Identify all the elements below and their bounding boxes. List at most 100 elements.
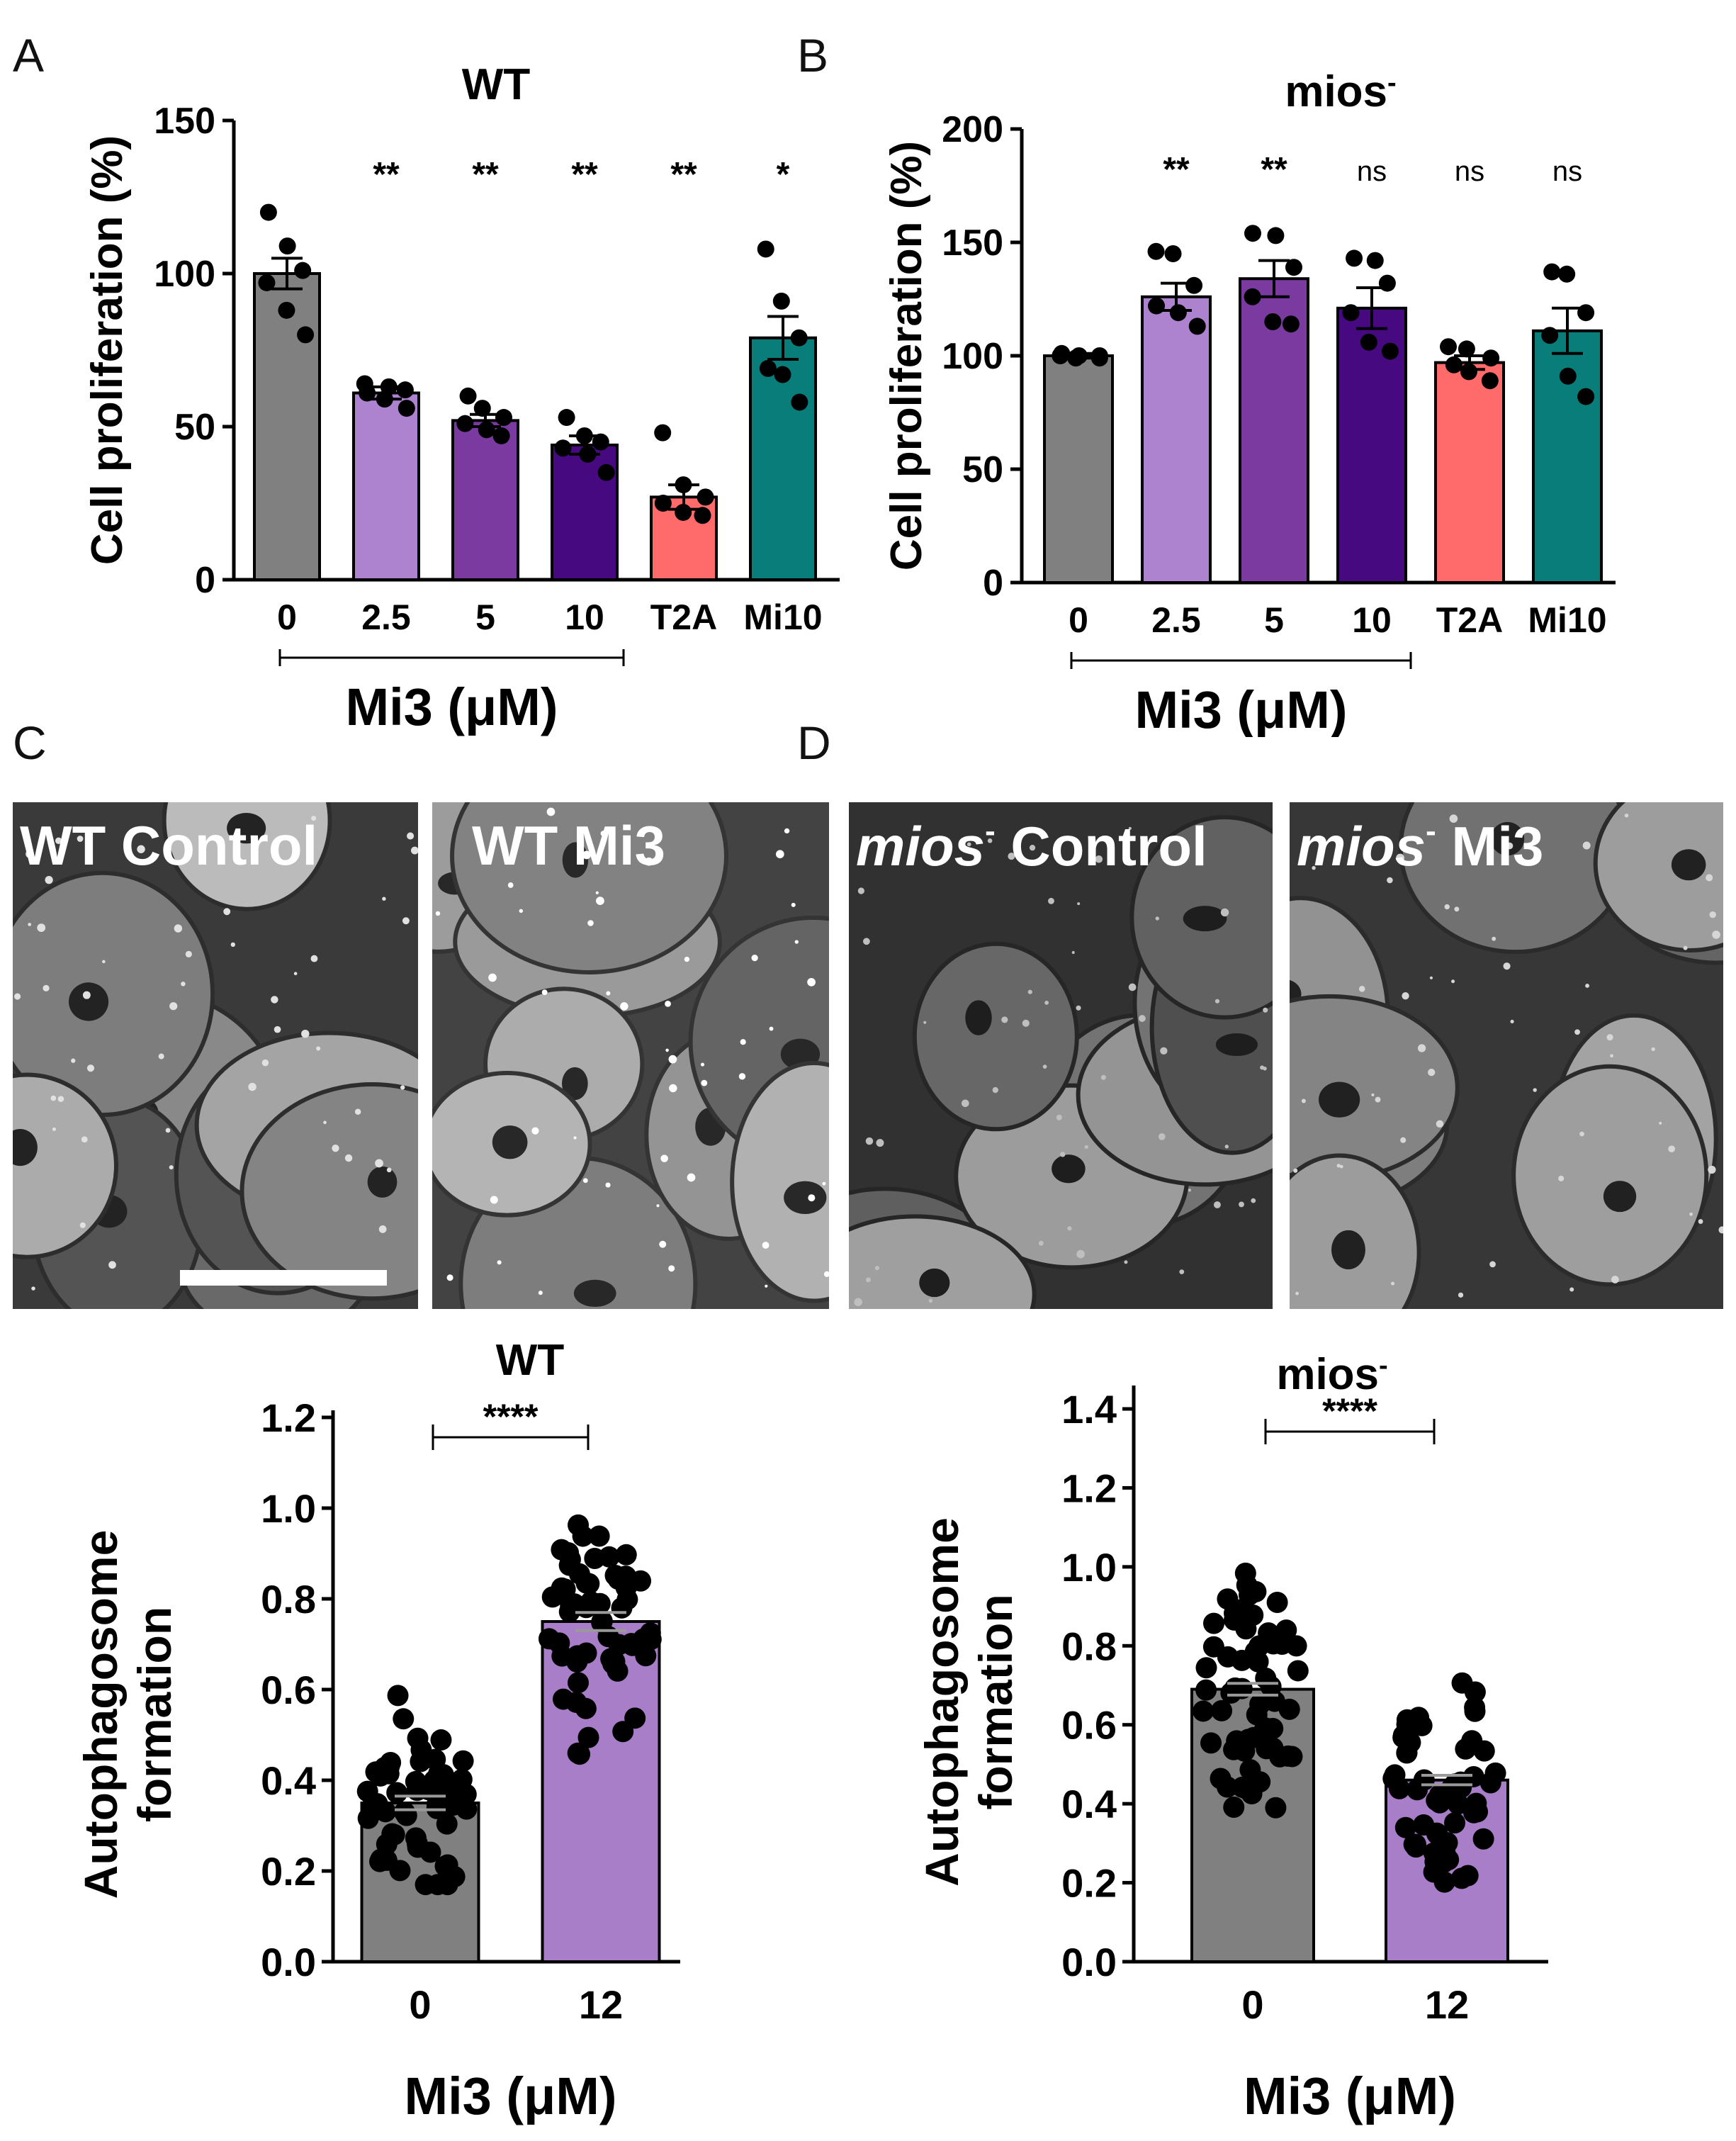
y-tick-label: 1.4 <box>1061 1387 1117 1432</box>
puncta <box>866 1277 871 1283</box>
data-point <box>1543 263 1561 281</box>
puncta <box>765 1284 768 1288</box>
puncta <box>1339 1164 1343 1169</box>
puncta <box>1214 999 1220 1004</box>
puncta <box>223 908 231 916</box>
data-point <box>1277 1745 1299 1767</box>
puncta <box>1458 1292 1464 1298</box>
data-point <box>1458 340 1475 358</box>
puncta <box>158 1053 164 1060</box>
data-point <box>393 1802 415 1823</box>
puncta <box>490 1196 498 1204</box>
puncta <box>784 828 790 834</box>
puncta <box>966 842 971 847</box>
bar <box>1043 354 1114 584</box>
puncta <box>137 845 145 853</box>
data-point <box>621 1634 643 1656</box>
puncta <box>81 1136 88 1143</box>
data-point <box>398 400 415 417</box>
puncta <box>807 978 816 987</box>
puncta <box>665 1048 669 1052</box>
nucleolus <box>492 1125 528 1159</box>
data-point <box>1262 1718 1284 1740</box>
y-tick-label: 1.0 <box>1061 1545 1117 1590</box>
puncta <box>700 1062 705 1067</box>
x-axis-label: Mi3 (μM) <box>404 2067 616 2125</box>
puncta <box>1708 1165 1716 1174</box>
puncta <box>1698 1219 1703 1224</box>
y-tick-label: 100 <box>942 336 1003 377</box>
puncta <box>1239 1201 1244 1208</box>
bar <box>352 391 420 581</box>
puncta <box>1582 841 1591 850</box>
data-point <box>772 292 790 310</box>
puncta <box>43 984 50 991</box>
puncta <box>1402 992 1409 1000</box>
data-point <box>1392 1726 1414 1748</box>
puncta <box>55 837 62 845</box>
data-point <box>1342 304 1360 322</box>
data-point <box>584 1548 606 1570</box>
data-point <box>1193 1700 1214 1722</box>
puncta <box>1510 1019 1514 1024</box>
panel-letter-d: D <box>797 717 831 769</box>
data-point <box>1428 1792 1450 1814</box>
data-point <box>1239 1759 1261 1781</box>
data-point <box>575 1572 597 1594</box>
puncta <box>596 897 604 906</box>
puncta <box>595 891 599 894</box>
y-tick-label: 0.0 <box>1061 1940 1117 1984</box>
data-point <box>597 463 615 481</box>
cell <box>450 802 728 974</box>
y-tick-label: 0.8 <box>1061 1624 1117 1668</box>
bar <box>1434 361 1505 584</box>
bar <box>541 1620 661 1963</box>
data-point <box>790 329 808 347</box>
data-point <box>654 424 672 442</box>
data-point <box>1249 1693 1271 1715</box>
y-tick-label: 1.0 <box>261 1486 316 1531</box>
data-point <box>1423 1861 1445 1883</box>
data-point <box>1465 1792 1487 1814</box>
puncta <box>1128 826 1132 830</box>
puncta <box>77 836 84 842</box>
puncta <box>1139 1015 1146 1022</box>
cell <box>1593 802 1723 953</box>
data-point <box>1164 245 1182 262</box>
data-point <box>1443 1812 1465 1834</box>
data-point <box>456 415 474 432</box>
x-tick-label: 12 <box>1425 1982 1469 2027</box>
puncta <box>923 1021 927 1024</box>
puncta <box>26 850 34 858</box>
puncta <box>775 850 784 859</box>
puncta <box>354 1108 361 1116</box>
puncta <box>876 1139 884 1147</box>
data-point <box>370 1848 392 1870</box>
data-point <box>591 1610 613 1632</box>
puncta <box>1076 1005 1081 1011</box>
nucleolus <box>1183 906 1227 932</box>
data-point <box>640 1629 662 1651</box>
data-point <box>1244 288 1261 305</box>
puncta <box>311 816 317 821</box>
puncta <box>1076 1249 1085 1259</box>
puncta <box>1095 855 1103 863</box>
data-point <box>1577 304 1595 322</box>
puncta <box>582 850 591 860</box>
puncta <box>857 887 864 894</box>
nucleolus <box>13 1129 38 1167</box>
puncta <box>1056 1114 1062 1120</box>
puncta <box>1574 1029 1580 1035</box>
data-point <box>551 1645 573 1667</box>
puncta <box>382 897 386 901</box>
x-axis-label: Mi3 (μM) <box>345 678 558 736</box>
micrograph-label: WT Control <box>20 814 318 877</box>
significance-label: ** <box>1163 151 1190 189</box>
y-axis-label: Cell proliferation (%) <box>882 141 931 571</box>
puncta <box>660 1154 668 1162</box>
puncta <box>1651 1047 1655 1052</box>
puncta <box>1400 1137 1407 1143</box>
data-point <box>278 237 296 255</box>
data-point <box>374 1801 396 1823</box>
data-point <box>1577 388 1595 405</box>
